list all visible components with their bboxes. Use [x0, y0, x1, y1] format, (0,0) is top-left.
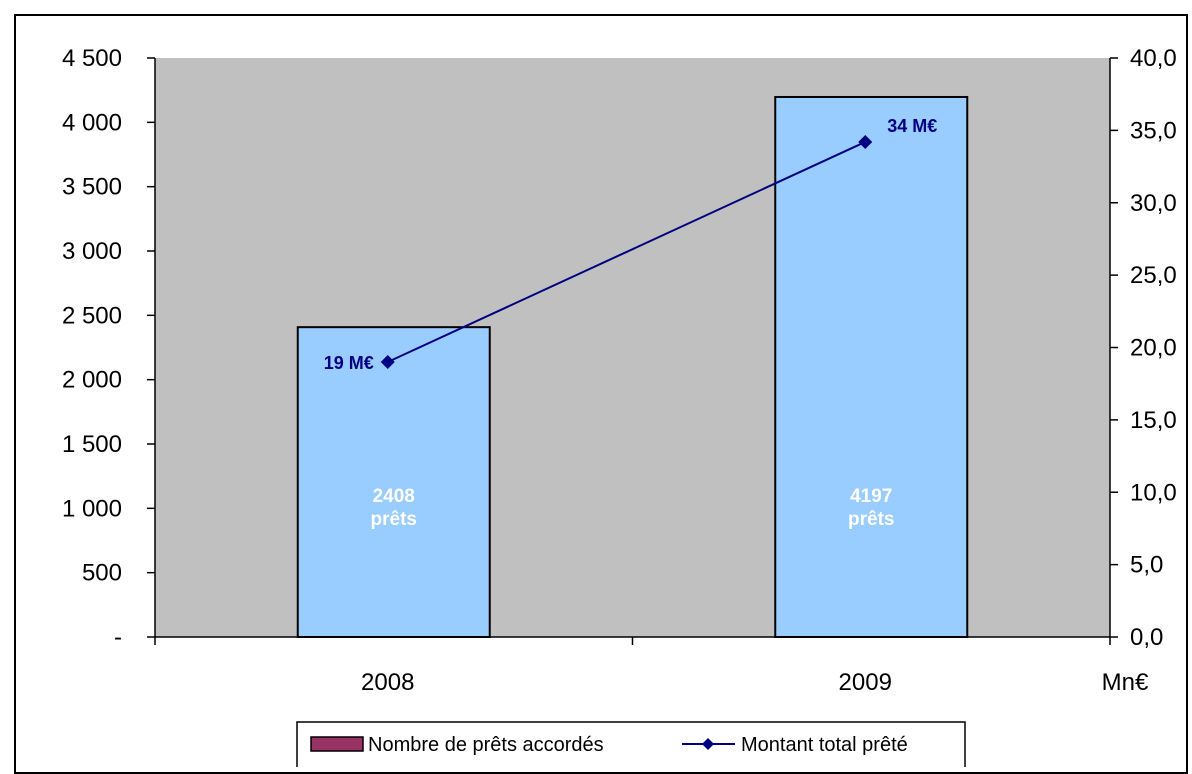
bar-label-2008: 2408	[373, 486, 415, 507]
right-tick-label: 5,0	[1130, 552, 1163, 579]
left-tick-label: 3 000	[62, 238, 122, 265]
right-tick-label: 35,0	[1130, 117, 1177, 144]
left-tick-label: 1 000	[62, 495, 122, 522]
right-tick-label: 0,0	[1130, 624, 1163, 651]
legend-label-bars: Nombre de prêts accordés	[368, 734, 604, 756]
line-label-2009: 34 M€	[887, 116, 937, 136]
legend: Nombre de prêts accordés Montant total pr…	[296, 721, 966, 767]
legend-box	[296, 721, 966, 767]
left-tick-label: 3 500	[62, 174, 122, 201]
left-tick-label: 2 000	[62, 367, 122, 394]
line-series: 19 M€ 34 M€	[324, 116, 938, 373]
x-tick-label-2008: 2008	[361, 669, 414, 696]
bar-2008	[296, 326, 491, 638]
legend-swatch-bars	[310, 736, 364, 752]
bar-2009	[774, 95, 969, 638]
line-label-2008: 19 M€	[324, 353, 374, 373]
left-tick-label: 4 000	[62, 109, 122, 136]
left-tick-label: 1 500	[62, 431, 122, 458]
line-marker-2009	[858, 134, 873, 149]
right-tick-label: 25,0	[1130, 262, 1177, 289]
left-tick-label: 4 500	[62, 45, 122, 72]
left-tick-label: 500	[82, 560, 122, 587]
line-path	[387, 141, 866, 363]
left-tick-label: -	[114, 624, 122, 651]
legend-swatch-marker	[702, 738, 714, 750]
x-tick-label-2009: 2009	[839, 669, 892, 696]
line-marker-2008	[380, 354, 395, 369]
right-tick-label: 30,0	[1130, 190, 1177, 217]
right-tick-label: 15,0	[1130, 407, 1177, 434]
bar-label-2008: prêts	[371, 509, 417, 530]
right-axis-unit-label: Mn€	[1102, 669, 1149, 696]
bar-label-2009: 4197	[850, 486, 892, 507]
left-tick-label: 2 500	[62, 302, 122, 329]
legend-label-line: Montant total prêté	[741, 734, 908, 756]
right-tick-label: 20,0	[1130, 335, 1177, 362]
bar-label-2009: prêts	[848, 509, 894, 530]
right-tick-label: 10,0	[1130, 479, 1177, 506]
right-tick-label: 40,0	[1130, 45, 1177, 72]
axes: - 500 1 000 1 500 2 000 2 500 3 000 3 500 4 000 4…	[62, 45, 1177, 696]
